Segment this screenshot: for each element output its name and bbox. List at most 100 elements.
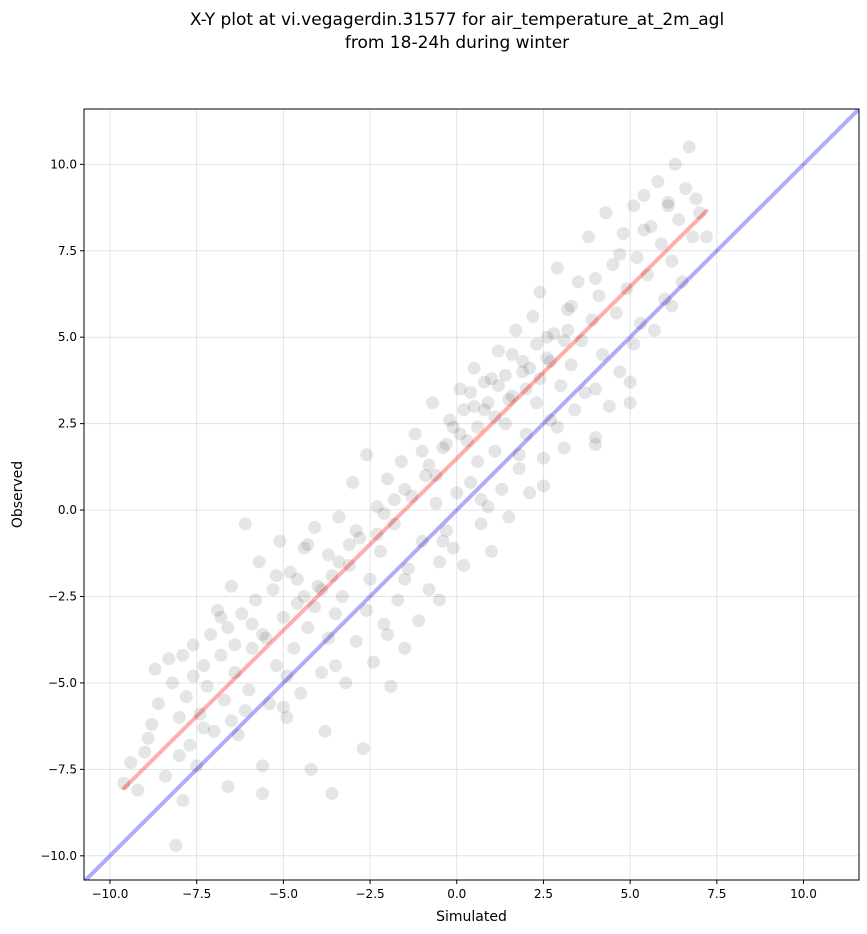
data-point bbox=[176, 793, 190, 807]
data-point bbox=[349, 524, 363, 538]
data-point bbox=[432, 555, 446, 569]
data-point bbox=[564, 299, 578, 313]
data-point bbox=[561, 303, 575, 317]
data-point bbox=[467, 361, 481, 375]
data-point bbox=[328, 607, 342, 621]
data-point bbox=[540, 330, 554, 344]
data-point bbox=[217, 693, 231, 707]
data-point bbox=[398, 482, 412, 496]
data-point bbox=[439, 437, 453, 451]
chart-title-line-1: X-Y plot at vi.vegagerdin.31577 for air_… bbox=[190, 10, 724, 30]
data-point bbox=[308, 600, 322, 614]
data-point bbox=[363, 572, 377, 586]
data-point bbox=[370, 500, 384, 514]
data-point bbox=[599, 206, 613, 220]
data-point bbox=[380, 628, 394, 642]
y-tick-label: 10.0 bbox=[50, 157, 77, 171]
y-tick-label: −5.0 bbox=[48, 676, 77, 690]
data-point bbox=[197, 721, 211, 735]
data-point bbox=[224, 714, 238, 728]
y-tick-label: 5.0 bbox=[58, 330, 77, 344]
data-point bbox=[602, 399, 616, 413]
data-point bbox=[588, 271, 602, 285]
data-point bbox=[536, 451, 550, 465]
data-point bbox=[148, 662, 162, 676]
data-point bbox=[131, 783, 145, 797]
data-point bbox=[550, 420, 564, 434]
data-point bbox=[640, 268, 654, 282]
data-point bbox=[158, 769, 172, 783]
data-point bbox=[505, 347, 519, 361]
data-point bbox=[651, 175, 665, 189]
data-point bbox=[328, 659, 342, 673]
data-point bbox=[117, 776, 131, 790]
data-point bbox=[242, 683, 256, 697]
y-tick-label: −7.5 bbox=[48, 762, 77, 776]
data-point bbox=[523, 486, 537, 500]
data-point bbox=[342, 538, 356, 552]
x-tick-label: 2.5 bbox=[534, 887, 553, 901]
data-point bbox=[367, 655, 381, 669]
x-axis-label: Simulated bbox=[436, 909, 507, 925]
data-point bbox=[446, 541, 460, 555]
data-point bbox=[287, 641, 301, 655]
data-point bbox=[634, 316, 648, 330]
y-tick-label: 2.5 bbox=[58, 417, 77, 431]
data-point bbox=[377, 507, 391, 521]
data-point bbox=[332, 510, 346, 524]
data-point bbox=[516, 365, 530, 379]
data-point bbox=[256, 787, 270, 801]
data-point bbox=[332, 555, 346, 569]
y-tick-label: −2.5 bbox=[48, 589, 77, 603]
data-point bbox=[568, 403, 582, 417]
data-point bbox=[339, 676, 353, 690]
data-point bbox=[335, 589, 349, 603]
data-point bbox=[183, 738, 197, 752]
data-point bbox=[627, 337, 641, 351]
data-point bbox=[613, 365, 627, 379]
data-point bbox=[311, 579, 325, 593]
x-tick-label: 0.0 bbox=[447, 887, 466, 901]
data-point bbox=[588, 437, 602, 451]
data-point bbox=[457, 558, 471, 572]
data-point bbox=[550, 261, 564, 275]
data-point bbox=[398, 641, 412, 655]
data-point bbox=[280, 669, 294, 683]
data-point bbox=[588, 430, 602, 444]
data-point bbox=[578, 386, 592, 400]
data-point bbox=[301, 538, 315, 552]
data-point bbox=[419, 468, 433, 482]
data-point bbox=[530, 396, 544, 410]
y-tick-label: −10.0 bbox=[40, 849, 77, 863]
data-point bbox=[360, 603, 374, 617]
data-point bbox=[391, 593, 405, 607]
data-point bbox=[342, 558, 356, 572]
data-point bbox=[561, 323, 575, 337]
data-point bbox=[464, 475, 478, 489]
data-point bbox=[699, 230, 713, 244]
data-point bbox=[471, 455, 485, 469]
data-point bbox=[453, 427, 467, 441]
data-point bbox=[415, 444, 429, 458]
data-point bbox=[457, 403, 471, 417]
chart-title-line-2: from 18-24h during winter bbox=[345, 33, 569, 53]
data-point bbox=[346, 475, 360, 489]
data-point bbox=[432, 593, 446, 607]
data-point bbox=[370, 527, 384, 541]
data-point bbox=[443, 413, 457, 427]
data-points bbox=[117, 140, 713, 852]
data-point bbox=[661, 195, 675, 209]
identity-line bbox=[84, 109, 859, 880]
data-point bbox=[533, 372, 547, 386]
data-point bbox=[308, 520, 322, 534]
data-point bbox=[190, 759, 204, 773]
data-point bbox=[380, 472, 394, 486]
data-point bbox=[297, 541, 311, 555]
data-point bbox=[474, 493, 488, 507]
data-point bbox=[384, 679, 398, 693]
data-point bbox=[582, 230, 596, 244]
data-point bbox=[228, 666, 242, 680]
data-point bbox=[519, 427, 533, 441]
data-point bbox=[172, 711, 186, 725]
data-point bbox=[467, 399, 481, 413]
